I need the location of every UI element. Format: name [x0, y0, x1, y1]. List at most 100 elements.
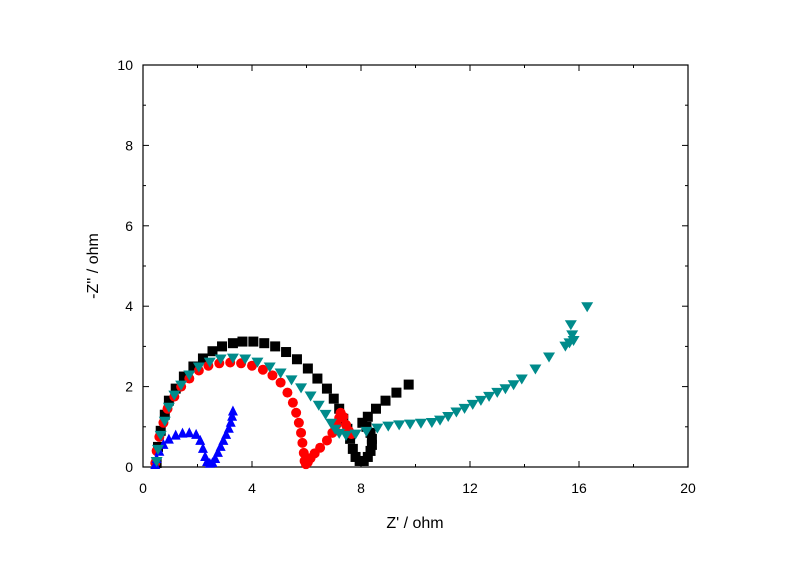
data-point: [210, 452, 221, 463]
data-point: [247, 360, 257, 371]
data-point: [248, 336, 259, 347]
data-point: [425, 417, 438, 428]
y-tick-label: 0: [125, 459, 133, 475]
data-point: [466, 399, 479, 410]
data-point: [218, 434, 229, 445]
data-point: [483, 391, 496, 402]
x-tick-label: 4: [248, 480, 256, 496]
data-point: [257, 364, 268, 375]
data-point: [237, 336, 248, 347]
data-point: [366, 439, 377, 450]
data-point: [227, 338, 238, 349]
data-point: [285, 375, 298, 386]
data-point: [491, 387, 504, 398]
data-point: [188, 361, 199, 372]
data-point: [382, 421, 395, 432]
data-point: [212, 446, 223, 457]
data-point: [474, 395, 487, 406]
data-point: [298, 447, 309, 458]
data-point: [195, 434, 206, 445]
data-point: [184, 427, 195, 438]
plot-frame: [142, 64, 689, 468]
x-tick-label: 20: [680, 480, 696, 496]
y-axis-title: -Z'' / ohm: [85, 233, 102, 299]
data-point: [197, 353, 208, 364]
data-point: [281, 347, 292, 358]
data-point: [297, 437, 308, 448]
data-point: [564, 320, 577, 331]
data-point: [581, 302, 594, 313]
data-point: [403, 379, 414, 390]
data-point: [370, 403, 381, 414]
data-point: [207, 346, 218, 357]
data-point: [155, 425, 166, 436]
data-point: [349, 429, 362, 440]
data-point: [170, 383, 181, 394]
x-axis-ticks: 0 4 8 12 16 20: [139, 65, 696, 496]
data-point: [345, 433, 356, 444]
data-point: [291, 407, 302, 418]
data-point: [566, 330, 579, 341]
data-point: [442, 411, 455, 422]
data-point: [499, 384, 512, 395]
data-point: [357, 417, 368, 428]
data-point: [191, 428, 202, 439]
x-tick-label: 12: [462, 480, 478, 496]
data-point: [223, 422, 234, 433]
data-point: [275, 377, 286, 388]
data-point: [221, 428, 232, 439]
data-point: [168, 390, 181, 401]
data-point: [321, 435, 332, 446]
data-point: [543, 352, 556, 363]
data-point: [192, 362, 205, 373]
data-point: [263, 362, 276, 373]
x-tick-label: 16: [571, 480, 587, 496]
data-point: [270, 341, 281, 352]
data-point: [175, 380, 188, 391]
data-point: [154, 430, 167, 441]
data-point: [227, 405, 238, 416]
data-point: [214, 354, 227, 365]
data-point: [515, 374, 528, 385]
data-point: [226, 353, 239, 364]
y-axis-ticks: 0 2 4 6 8 10: [117, 57, 688, 475]
data-point: [227, 410, 238, 421]
data-point: [291, 354, 302, 365]
data-point: [328, 393, 339, 404]
data-point: [458, 403, 471, 414]
data-point: [529, 364, 542, 375]
data-point: [366, 433, 377, 444]
data-point: [450, 407, 463, 418]
data-point: [315, 442, 326, 453]
data-point: [362, 411, 373, 422]
data-point: [163, 433, 174, 444]
data-point: [296, 427, 307, 438]
data-point: [404, 419, 417, 430]
data-point: [414, 418, 427, 429]
data-point: [340, 430, 353, 441]
data-point: [304, 391, 317, 402]
x-tick-label: 0: [139, 480, 147, 496]
data-point: [365, 445, 376, 456]
data-point: [391, 387, 402, 398]
data-point: [312, 373, 323, 384]
data-point: [360, 426, 373, 437]
data-point: [347, 443, 358, 454]
data-point: [267, 370, 278, 381]
y-tick-label: 8: [125, 137, 133, 153]
data-point: [251, 357, 264, 368]
data-point: [365, 427, 376, 438]
y-tick-label: 6: [125, 218, 133, 234]
data-point: [217, 341, 228, 352]
data-point: [151, 444, 164, 455]
series-1: [151, 336, 414, 468]
data-point: [203, 357, 216, 368]
series-4: [150, 302, 594, 467]
data-point: [159, 409, 170, 420]
data-point: [362, 451, 373, 462]
data-point: [567, 335, 580, 346]
data-point: [434, 415, 447, 426]
y-tick-label: 10: [117, 57, 133, 73]
data-point: [295, 383, 308, 394]
